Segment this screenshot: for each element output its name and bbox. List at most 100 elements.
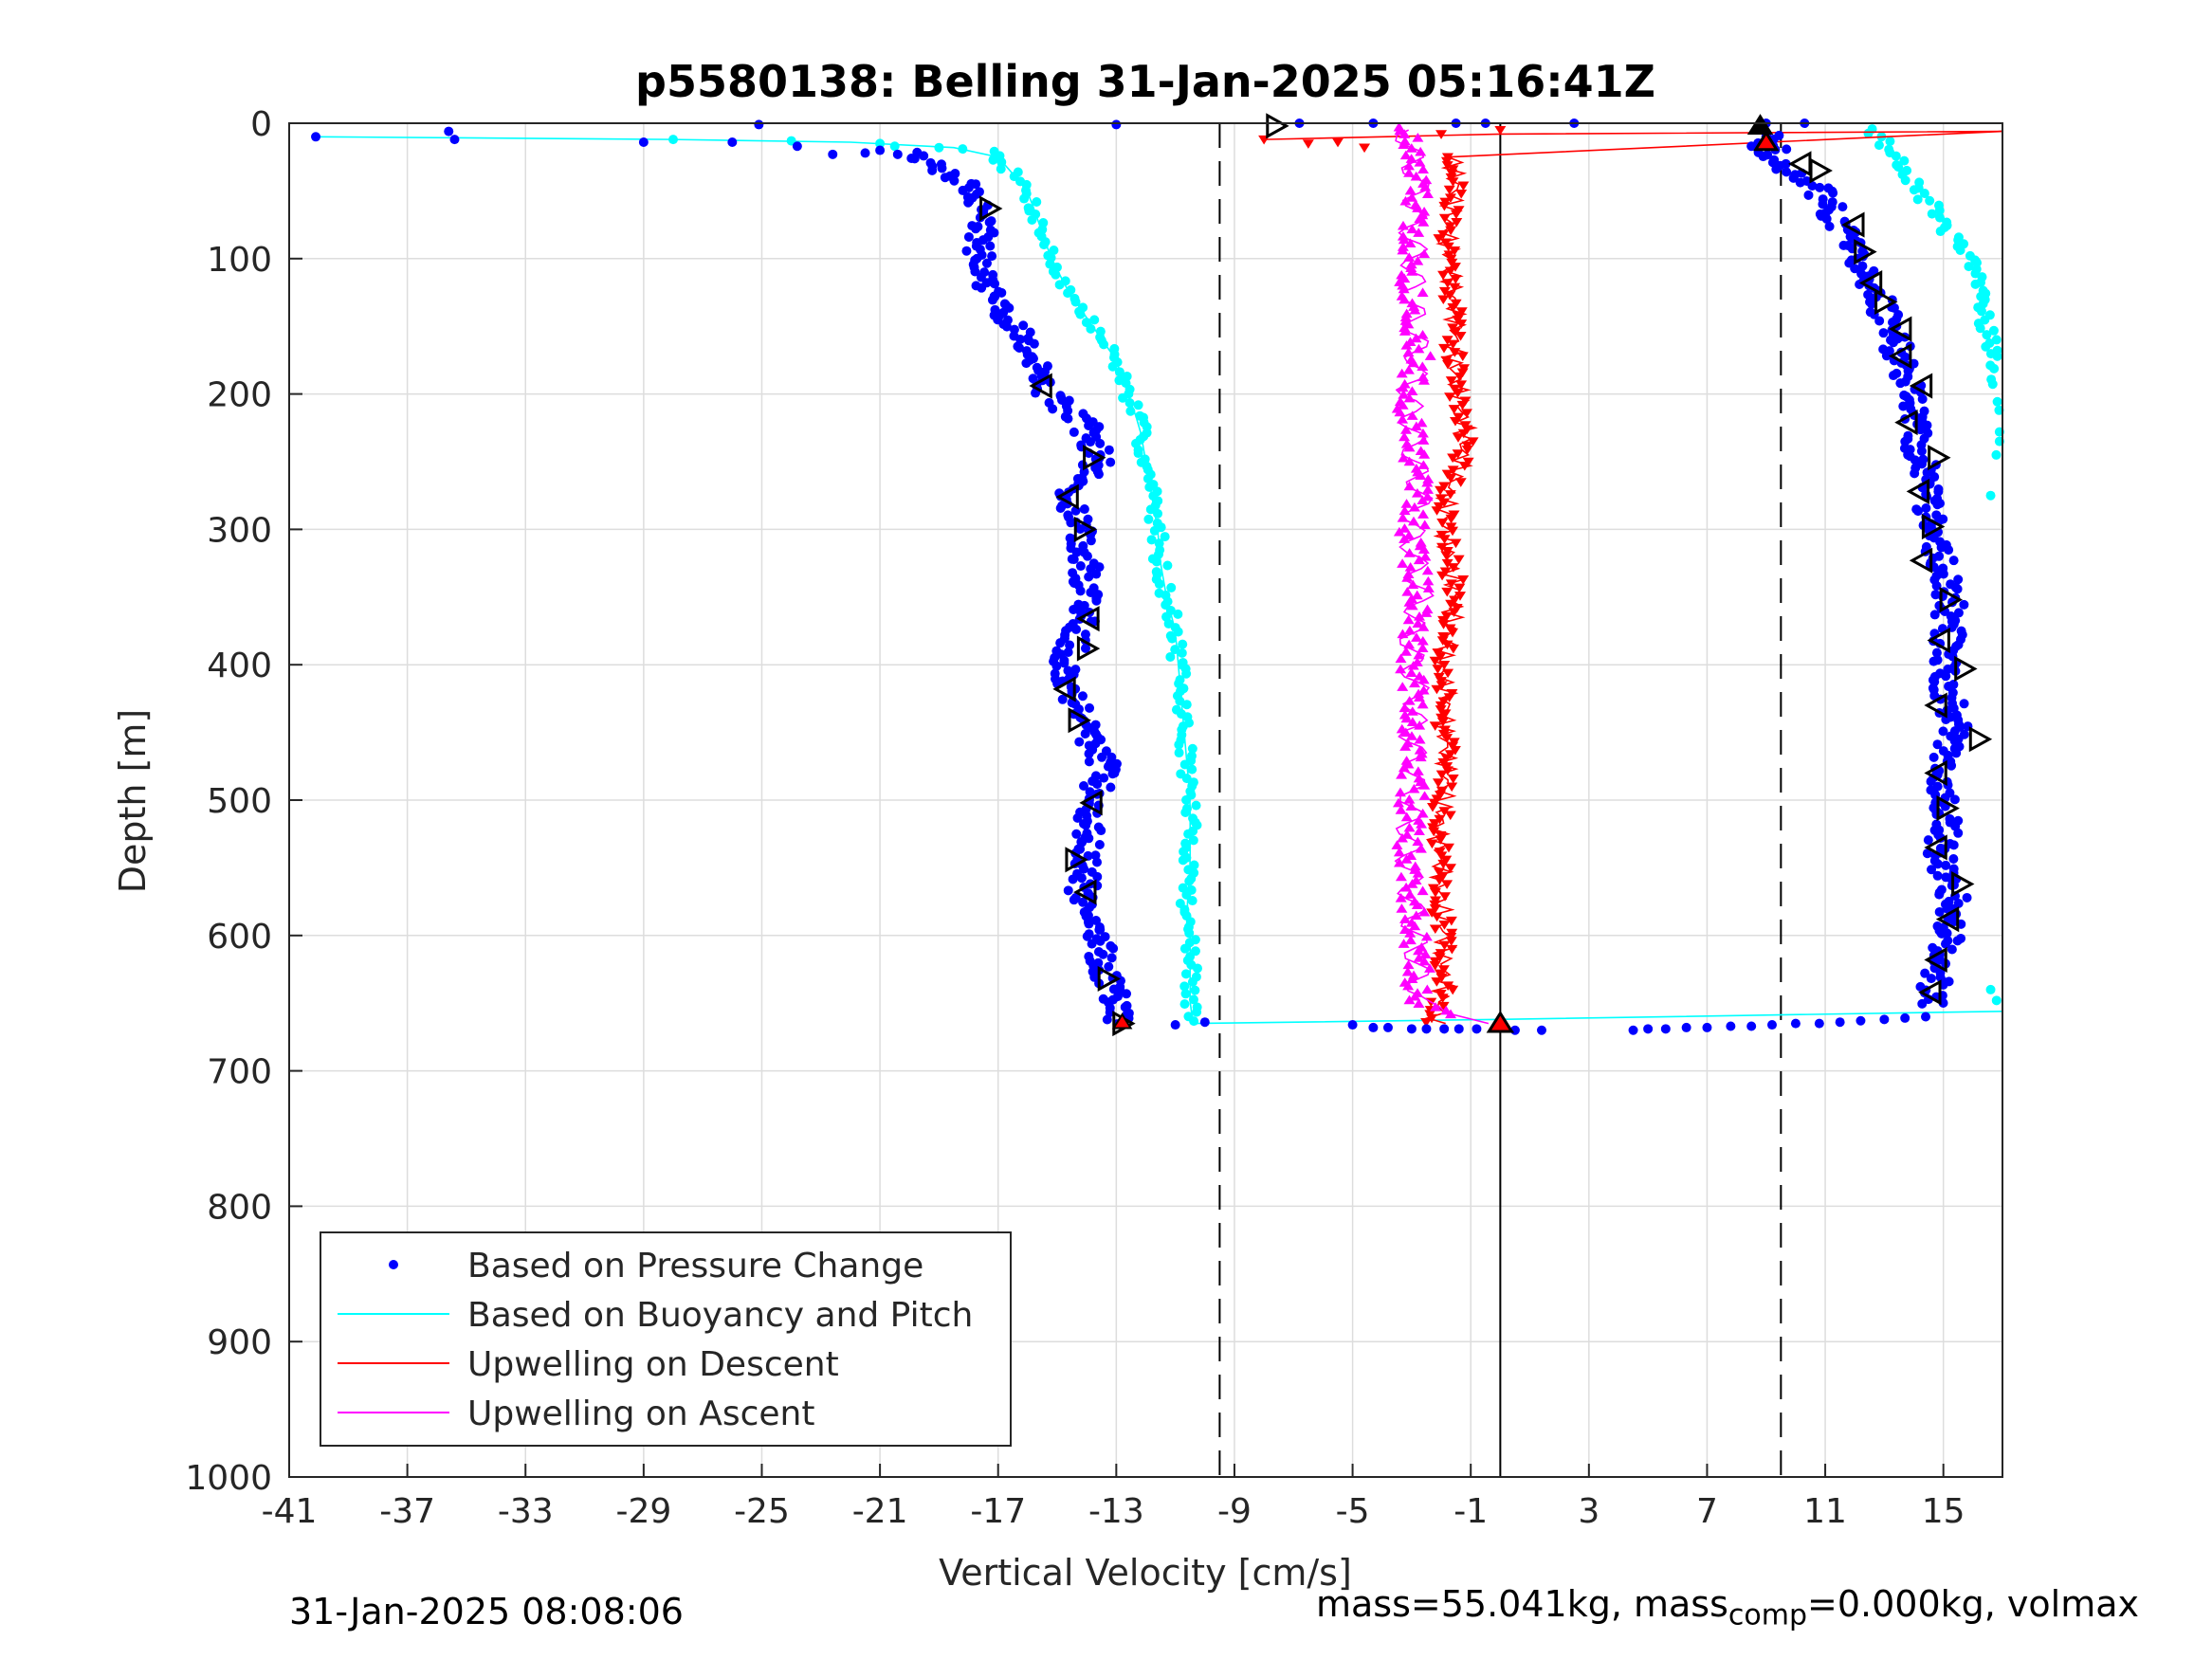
upwelling-ascent-point [1409, 921, 1421, 931]
pressure-point [1018, 320, 1029, 331]
upwelling-ascent-point [1404, 928, 1417, 938]
pressure-point [1782, 144, 1792, 155]
upwelling-descent-point [1453, 372, 1466, 382]
x-tick-label: -1 [1453, 1492, 1488, 1531]
sample-marker [1841, 211, 1865, 238]
pressure-point [1932, 870, 1943, 881]
upwelling-ascent-point [1417, 460, 1430, 469]
buoyancy-point [1181, 668, 1192, 679]
pressure-point [1931, 647, 1942, 658]
upwelling-ascent-point [1403, 696, 1416, 705]
upwelling-ascent-point [1411, 488, 1423, 498]
buoyancy-point [1173, 627, 1183, 637]
x-tick-label: 7 [1696, 1492, 1718, 1531]
upwelling-descent-point [1436, 519, 1449, 528]
upwelling-descent-point [1437, 295, 1450, 305]
pressure-point [1099, 773, 1109, 783]
upwelling-ascent-point [1408, 501, 1420, 512]
apogee-marker [1111, 1012, 1133, 1030]
pressure-point [1867, 299, 1877, 309]
upwelling-ascent-point [1422, 575, 1435, 586]
upwelling-ascent-point [1402, 160, 1415, 171]
legend-label: Based on Buoyancy and Pitch [467, 1296, 973, 1335]
pressure-point [909, 154, 920, 164]
upwelling-ascent-point [1417, 684, 1430, 695]
upwelling-ascent-point [1398, 762, 1410, 773]
sample-marker [1924, 834, 1947, 861]
pressure-point [1790, 1018, 1801, 1029]
pressure-point [1920, 1012, 1930, 1022]
upwelling-ascent-point [1418, 449, 1431, 459]
sample-marker [1858, 269, 1883, 297]
upwelling-descent-point [1429, 924, 1441, 935]
pressure-point [1074, 737, 1085, 747]
pressure-point [958, 185, 968, 195]
upwelling-ascent-point [1414, 157, 1426, 167]
upwelling-descent-point [1441, 161, 1453, 171]
pressure-point [1944, 545, 1954, 556]
upwelling-ascent-point [1430, 1002, 1442, 1012]
upwelling-descent-point [1458, 462, 1471, 471]
pressure-point [1106, 953, 1117, 963]
buoyancy-point [1179, 981, 1190, 992]
sample-marker [1918, 979, 1942, 1006]
pressure-point [937, 163, 947, 173]
upwelling-descent-point [1427, 802, 1439, 812]
buoyancy-point [1143, 514, 1154, 524]
pressure-point [449, 135, 460, 145]
pressure-point [1726, 1021, 1736, 1031]
pressure-point [1856, 1015, 1866, 1026]
upwelling-ascent-point [1420, 931, 1433, 941]
upwelling-ascent-point [1414, 611, 1426, 621]
upwelling-ascent-point [1393, 526, 1405, 537]
upwelling-ascent-point [1399, 727, 1412, 738]
x-tick-label: -13 [1088, 1492, 1144, 1531]
upwelling-descent-point [1426, 839, 1438, 849]
x-tick-label: 15 [1922, 1492, 1965, 1531]
pressure-point [1095, 924, 1106, 935]
upwelling-ascent-point [1398, 294, 1411, 304]
buoyancy-point [1089, 315, 1100, 325]
upwelling-descent-point [1450, 210, 1462, 220]
buoyancy-point [1144, 482, 1155, 492]
upwelling-descent-point [1438, 201, 1451, 211]
pressure-point [1952, 936, 1963, 946]
pressure-point [1953, 898, 1964, 908]
upwelling-ascent-point [1406, 706, 1418, 716]
upwelling-ascent-point [1406, 266, 1418, 276]
sample-marker [1939, 587, 1964, 613]
upwelling-ascent-point [1400, 647, 1413, 656]
buoyancy-point [1964, 262, 1974, 272]
upwelling-ascent-point [1406, 410, 1418, 420]
pressure-point [1746, 141, 1757, 152]
buoyancy-point [958, 144, 968, 155]
upwelling-ascent-point [1417, 635, 1429, 646]
upwelling-descent-point [1437, 1001, 1450, 1012]
x-tick-label: -37 [379, 1492, 435, 1531]
upwelling-descent-point [1434, 876, 1446, 885]
buoyancy-point [1174, 748, 1184, 758]
upwelling-ascent-point [1396, 368, 1408, 378]
buoyancy-point [996, 164, 1006, 174]
upwelling-descent-point [1439, 892, 1452, 902]
upwelling-descent-point [1302, 139, 1314, 149]
upwelling-ascent-point [1417, 495, 1429, 505]
buoyancy-point [934, 142, 944, 153]
upwelling-ascent-point [1405, 667, 1417, 677]
chart-title: p5580138: Belling 31-Jan-2025 05:16:41Z [635, 56, 1655, 107]
upwelling-ascent-point [1410, 910, 1422, 921]
pressure-point [1382, 1022, 1393, 1032]
upwelling-ascent-point [1410, 171, 1422, 181]
pressure-point [1941, 714, 1951, 724]
pressure-point [792, 141, 802, 152]
buoyancy-point [1070, 297, 1081, 307]
pressure-point [1922, 467, 1932, 478]
buoyancy-point [1153, 508, 1163, 519]
pressure-point [1084, 749, 1094, 759]
buoyancy-point [1909, 185, 1919, 195]
upwelling-descent-point [1444, 490, 1456, 500]
x-tick-label: -17 [970, 1492, 1026, 1531]
pressure-point [1094, 840, 1105, 850]
upwelling-ascent-point [1402, 959, 1415, 970]
pressure-point [1702, 1022, 1712, 1032]
